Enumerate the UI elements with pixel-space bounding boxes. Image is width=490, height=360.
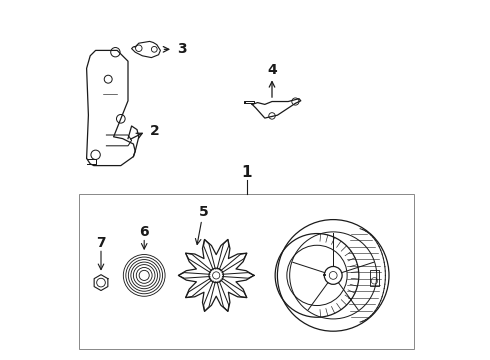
Text: 1: 1	[242, 165, 252, 180]
Bar	[370, 270, 379, 286]
Text: 4: 4	[267, 63, 277, 77]
Text: 7: 7	[96, 236, 106, 250]
Text: 5: 5	[199, 206, 208, 219]
Text: 6: 6	[139, 225, 149, 239]
Text: 3: 3	[177, 42, 187, 56]
Text: 2: 2	[149, 125, 159, 138]
Bar	[79, 194, 414, 349]
